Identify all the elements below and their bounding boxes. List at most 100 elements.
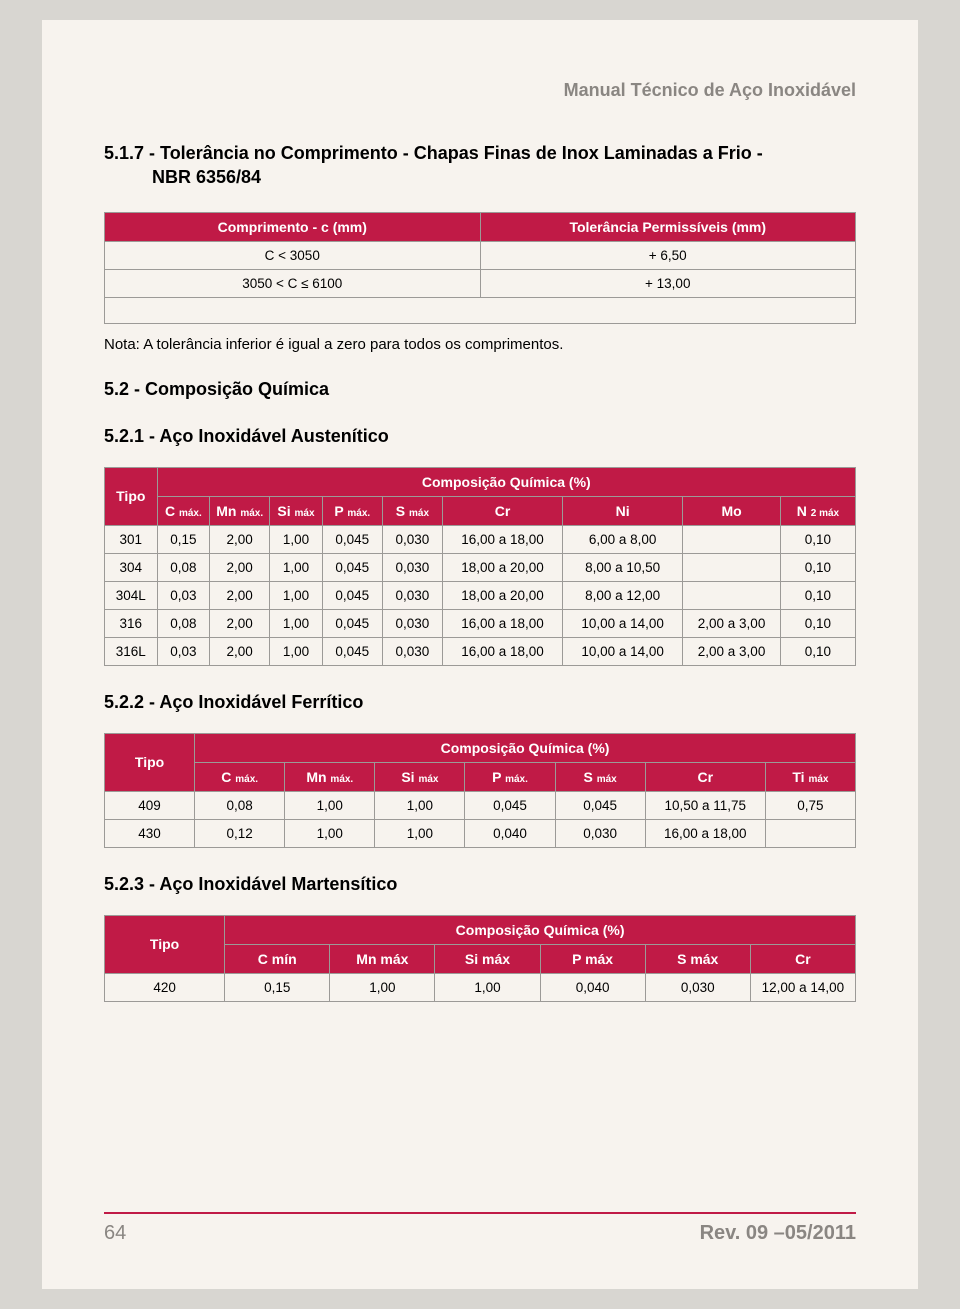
table-cell: 1,00 — [270, 553, 323, 581]
t1-h0: Comprimento - c (mm) — [105, 212, 481, 241]
table-cell: 0,03 — [157, 581, 210, 609]
page-number: 64 — [104, 1222, 126, 1245]
col-head: N 2 máx — [780, 496, 855, 525]
table-cell: 2,00 — [210, 553, 270, 581]
table-cell: 0,03 — [157, 637, 210, 665]
table-cell: 304L — [105, 581, 158, 609]
t1-cell: 3050 < C ≤ 6100 — [105, 269, 481, 297]
col-head: P máx. — [322, 496, 382, 525]
table-cell — [683, 553, 781, 581]
t1-cell: C < 3050 — [105, 241, 481, 269]
table-cell: 0,10 — [780, 525, 855, 553]
table-martensitico: Tipo Composição Química (%) C mínMn máxS… — [104, 915, 856, 1002]
table-cell: 10,50 a 11,75 — [645, 791, 765, 819]
col-head: Mn máx — [330, 944, 435, 973]
table-cell: 420 — [105, 973, 225, 1001]
table-cell: 0,030 — [555, 819, 645, 847]
col-head: Mn máx. — [285, 762, 375, 791]
t2-tipo: Tipo — [105, 467, 158, 525]
table-cell: 0,045 — [322, 525, 382, 553]
table-cell: 0,10 — [780, 553, 855, 581]
col-head: S máx — [555, 762, 645, 791]
col-head: P máx — [540, 944, 645, 973]
t4-tipo: Tipo — [105, 915, 225, 973]
table-cell: 2,00 — [210, 525, 270, 553]
t3-tipo: Tipo — [105, 733, 195, 791]
col-head: Si máx — [435, 944, 540, 973]
table-cell: 0,030 — [382, 553, 442, 581]
table-cell: 16,00 a 18,00 — [442, 637, 562, 665]
col-head: Cr — [645, 762, 765, 791]
table-cell: 18,00 a 20,00 — [442, 581, 562, 609]
col-head: Mo — [683, 496, 781, 525]
table-cell: 1,00 — [375, 791, 465, 819]
col-head: Ni — [563, 496, 683, 525]
section-5-1-7-line1: 5.1.7 - Tolerância no Comprimento - Chap… — [104, 143, 763, 163]
table-cell: 16,00 a 18,00 — [645, 819, 765, 847]
table-cell: 0,75 — [765, 791, 855, 819]
note-tolerancia: Nota: A tolerância inferior é igual a ze… — [104, 336, 856, 353]
table-cell: 1,00 — [270, 609, 323, 637]
table-cell: 1,00 — [270, 525, 323, 553]
table-cell: 1,00 — [285, 791, 375, 819]
table-cell: 430 — [105, 819, 195, 847]
t1-h1: Tolerância Permissíveis (mm) — [480, 212, 856, 241]
col-head: S máx — [645, 944, 750, 973]
table-cell: 0,15 — [157, 525, 210, 553]
t1-empty — [105, 297, 856, 323]
section-5-1-7-line2: NBR 6356/84 — [152, 165, 856, 189]
table-ferritico: Tipo Composição Química (%) C máx.Mn máx… — [104, 733, 856, 848]
table-cell: 8,00 a 10,50 — [563, 553, 683, 581]
running-head: Manual Técnico de Aço Inoxidável — [104, 80, 856, 101]
table-cell: 8,00 a 12,00 — [563, 581, 683, 609]
table-cell: 18,00 a 20,00 — [442, 553, 562, 581]
table-cell: 6,00 a 8,00 — [563, 525, 683, 553]
t1-cell: + 6,50 — [480, 241, 856, 269]
table-cell: 0,15 — [225, 973, 330, 1001]
table-cell: 1,00 — [330, 973, 435, 1001]
table-cell: 0,12 — [195, 819, 285, 847]
table-cell: 0,08 — [157, 553, 210, 581]
table-cell: 409 — [105, 791, 195, 819]
table-cell: 0,10 — [780, 609, 855, 637]
table-cell: 1,00 — [270, 637, 323, 665]
table-cell: 0,040 — [540, 973, 645, 1001]
table-cell: 0,030 — [382, 637, 442, 665]
table-cell: 0,045 — [322, 581, 382, 609]
table-cell: 2,00 — [210, 637, 270, 665]
t2-group: Composição Química (%) — [157, 467, 855, 496]
table-cell: 0,030 — [382, 581, 442, 609]
table-cell: 0,10 — [780, 581, 855, 609]
t3-group: Composição Química (%) — [195, 733, 856, 762]
page-footer: 64 Rev. 09 –05/2011 — [104, 1212, 856, 1245]
table-cell: 0,030 — [645, 973, 750, 1001]
col-head: Ti máx — [765, 762, 855, 791]
t4-group: Composição Química (%) — [225, 915, 856, 944]
table-cell: 0,045 — [322, 637, 382, 665]
table-cell: 2,00 a 3,00 — [683, 609, 781, 637]
table-tolerancia: Comprimento - c (mm) Tolerância Permissí… — [104, 212, 856, 324]
table-cell: 0,08 — [157, 609, 210, 637]
table-cell — [683, 581, 781, 609]
col-head: Si máx — [270, 496, 323, 525]
table-cell: 10,00 a 14,00 — [563, 609, 683, 637]
table-cell: 1,00 — [435, 973, 540, 1001]
table-cell: 316L — [105, 637, 158, 665]
table-cell: 16,00 a 18,00 — [442, 609, 562, 637]
revision-label: Rev. 09 –05/2011 — [700, 1222, 856, 1245]
table-cell: 0,040 — [465, 819, 555, 847]
section-5-2-2-title: 5.2.2 - Aço Inoxidável Ferrítico — [104, 692, 856, 713]
table-cell: 316 — [105, 609, 158, 637]
table-cell: 2,00 — [210, 609, 270, 637]
table-cell: 2,00 — [210, 581, 270, 609]
col-head: S máx — [382, 496, 442, 525]
table-cell: 0,10 — [780, 637, 855, 665]
table-cell — [765, 819, 855, 847]
col-head: C mín — [225, 944, 330, 973]
table-cell: 10,00 a 14,00 — [563, 637, 683, 665]
section-5-2-1-title: 5.2.1 - Aço Inoxidável Austenítico — [104, 426, 856, 447]
col-head: Mn máx. — [210, 496, 270, 525]
col-head: Cr — [750, 944, 855, 973]
section-5-1-7-title: 5.1.7 - Tolerância no Comprimento - Chap… — [104, 141, 856, 190]
section-5-2-title: 5.2 - Composição Química — [104, 379, 856, 400]
